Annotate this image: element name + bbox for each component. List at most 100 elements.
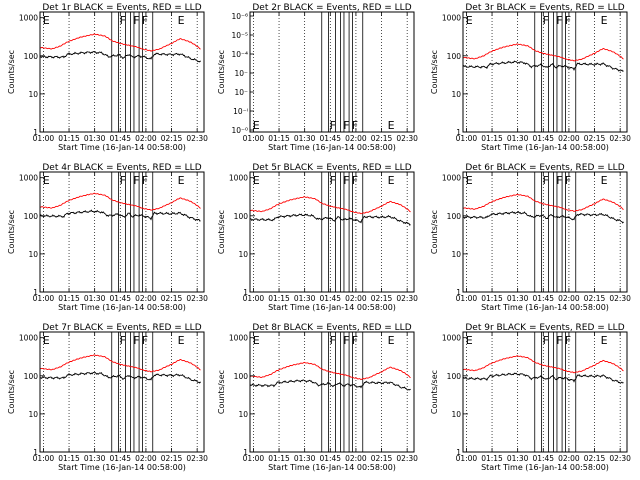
x-tick-label: 02:15 (371, 294, 393, 303)
flag-f: F (556, 174, 562, 187)
y-tick-label: 10 (451, 90, 461, 99)
flag-f: F (565, 14, 571, 27)
x-axis-label: Start Time (16-Jan-14 00:58:00) (481, 463, 609, 472)
y-tick-label: 100 (24, 52, 39, 61)
x-axis-label: Start Time (16-Jan-14 00:58:00) (58, 143, 186, 152)
flag-f: F (133, 14, 139, 27)
flag-e: E (601, 334, 608, 347)
y-axis-label: Counts/sec (7, 50, 16, 94)
panel-det-5: Det 5r BLACK = Events, RED = LLDE F F F E01:… (217, 163, 418, 312)
x-tick-label: 02:15 (161, 134, 183, 143)
x-tick-label: 01:45 (319, 134, 341, 143)
y-tick-label: 10 (238, 250, 248, 259)
x-tick-label: 02:15 (584, 454, 606, 463)
x-tick-label: 01:30 (507, 294, 529, 303)
y-tick-label: 10 (28, 90, 38, 99)
x-tick-label: 02:15 (584, 134, 606, 143)
x-tick-label: 01:15 (481, 294, 503, 303)
panel-det-2: Det 2r BLACK = Events, RED = LLDE F F F E01:… (217, 3, 418, 152)
panel-det-4: Det 4r BLACK = Events, RED = LLDE F F F E01:… (7, 163, 208, 312)
x-tick-label: 01:15 (58, 454, 80, 463)
x-tick-label: 01:15 (268, 454, 290, 463)
plot-frame (40, 12, 204, 132)
x-tick-label: 01:45 (319, 294, 341, 303)
flag-e: E (601, 174, 608, 187)
flag-f: F (565, 174, 571, 187)
x-tick-label: 01:45 (319, 454, 341, 463)
x-tick-label: 02:30 (186, 454, 208, 463)
x-tick-label: 02:30 (609, 294, 631, 303)
y-tick-label: 10 (28, 410, 38, 419)
x-tick-label: 02:00 (345, 294, 367, 303)
x-axis-label: Start Time (16-Jan-14 00:58:00) (58, 303, 186, 312)
x-tick-label: 02:30 (609, 454, 631, 463)
y-tick-label: 10 (28, 250, 38, 259)
x-axis-label: Start Time (16-Jan-14 00:58:00) (268, 463, 396, 472)
plot-frame (250, 12, 414, 132)
y-tick-label: 1 (243, 448, 248, 457)
y-tick-label: 1 (33, 448, 38, 457)
flag-e: E (178, 14, 185, 27)
flag-f: F (556, 334, 562, 347)
panel-det-9: Det 9r BLACK = Events, RED = LLDE F F F E01:… (430, 323, 631, 472)
x-tick-label: 01:15 (268, 294, 290, 303)
x-tick-label: 01:15 (58, 134, 80, 143)
flag-f: F (565, 334, 571, 347)
flag-f: F (343, 119, 349, 132)
y-tick-label: 10 (238, 410, 248, 419)
x-tick-label: 01:15 (481, 134, 503, 143)
flag-e: E (388, 174, 395, 187)
x-tick-label: 01:30 (294, 454, 316, 463)
x-tick-label: 02:15 (371, 454, 393, 463)
panel-det-6: Det 6r BLACK = Events, RED = LLDE F F F E01:… (430, 163, 631, 312)
y-tick-label: 1000 (229, 334, 248, 343)
x-tick-label: 02:00 (558, 294, 580, 303)
x-tick-label: 01:30 (294, 294, 316, 303)
plot-frame (463, 332, 627, 452)
x-tick-label: 01:30 (507, 454, 529, 463)
panel-det-8: Det 8r BLACK = Events, RED = LLDE F F F E01:… (217, 323, 418, 472)
y-tick-label: 10⁻⁲ (234, 88, 248, 97)
y-tick-label: 100 (447, 212, 462, 221)
y-tick-label: 10⁻⁶ (231, 12, 248, 21)
x-tick-label: 02:15 (371, 134, 393, 143)
y-tick-label: 10⁻ⁱ (233, 107, 248, 116)
y-axis-label: Counts/sec (217, 210, 226, 254)
x-axis-label: Start Time (16-Jan-14 00:58:00) (481, 143, 609, 152)
flag-f: F (352, 174, 358, 187)
y-tick-label: 1000 (229, 174, 248, 183)
x-tick-label: 02:00 (558, 454, 580, 463)
lld-trace (40, 193, 201, 210)
x-tick-label: 01:15 (58, 294, 80, 303)
panel-det-1: Det 1r BLACK = Events, RED = LLDE F F F E01:… (7, 3, 208, 152)
y-tick-label: 10⁻⁵ (231, 31, 248, 40)
x-tick-label: 02:30 (396, 294, 418, 303)
y-tick-label: 10⁻⁰ (231, 126, 248, 135)
y-tick-label: 1000 (19, 334, 38, 343)
flag-f: F (343, 334, 349, 347)
x-axis-label: Start Time (16-Jan-14 00:58:00) (268, 303, 396, 312)
x-tick-label: 01:45 (532, 454, 554, 463)
events-trace (250, 380, 411, 390)
x-tick-label: 02:30 (396, 134, 418, 143)
panel-det-7: Det 7r BLACK = Events, RED = LLDE F F F E01:… (7, 323, 208, 472)
x-tick-label: 01:45 (532, 134, 554, 143)
flag-f: F (133, 174, 139, 187)
plot-frame (250, 332, 414, 452)
y-tick-label: 1000 (19, 174, 38, 183)
x-axis-label: Start Time (16-Jan-14 00:58:00) (481, 303, 609, 312)
y-tick-label: 100 (447, 372, 462, 381)
x-tick-label: 02:30 (186, 294, 208, 303)
x-tick-label: 01:30 (84, 454, 106, 463)
y-axis-label: Counts/sec (217, 370, 226, 414)
flag-f: F (352, 334, 358, 347)
x-tick-label: 02:00 (135, 134, 157, 143)
flag-f: F (142, 14, 148, 27)
flag-f: F (556, 14, 562, 27)
x-tick-label: 01:00 (243, 134, 265, 143)
x-axis-label: Start Time (16-Jan-14 00:58:00) (58, 463, 186, 472)
flag-f: F (343, 174, 349, 187)
y-axis-label: Counts/sec (430, 210, 439, 254)
y-tick-label: 100 (24, 212, 39, 221)
